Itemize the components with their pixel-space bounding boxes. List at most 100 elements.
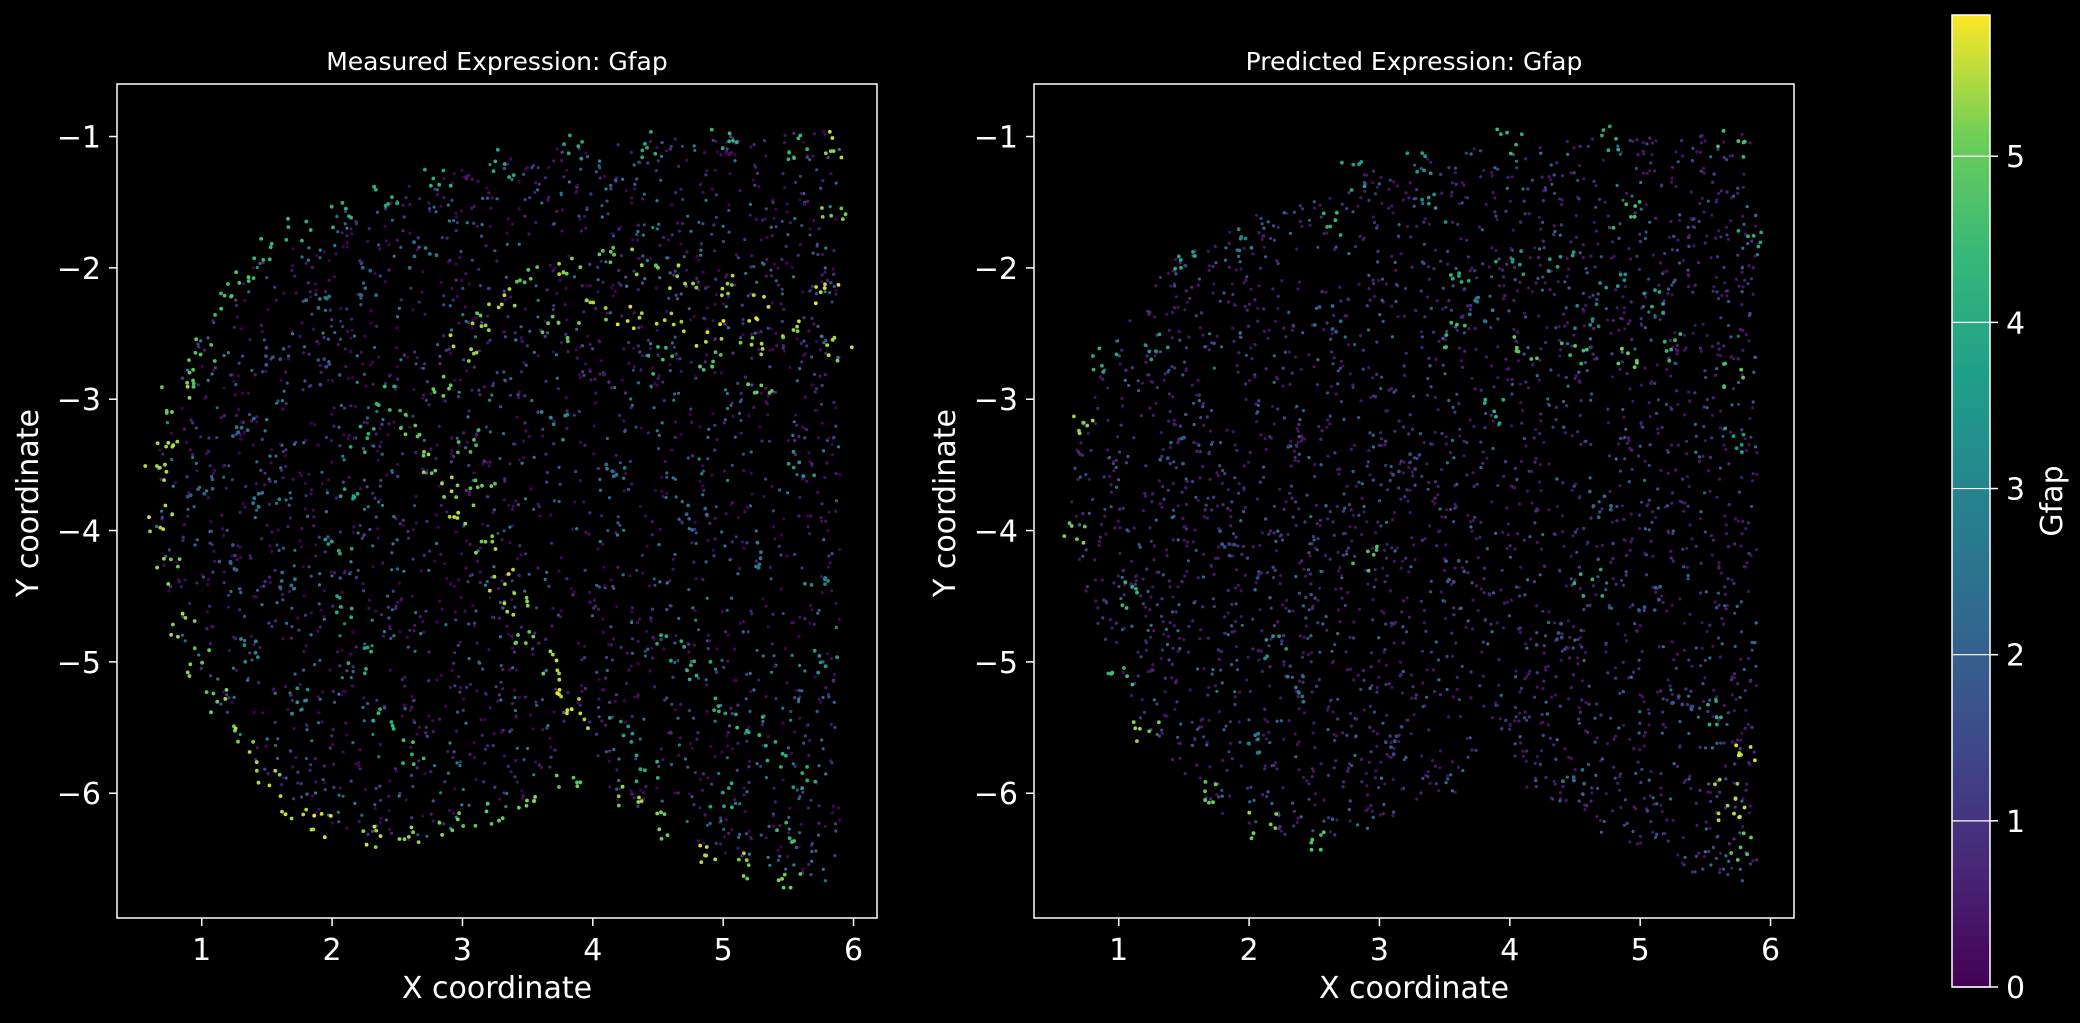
cell-point [786, 233, 790, 237]
cell-point [690, 454, 695, 458]
cell-point [227, 593, 231, 597]
cell-point [543, 577, 547, 582]
data-point [759, 383, 764, 388]
cell-point [1535, 685, 1539, 689]
cell-point [418, 197, 422, 201]
cell-point [594, 306, 598, 310]
cell-point [534, 760, 538, 764]
cell-point [1571, 534, 1575, 538]
cell-point [423, 772, 427, 776]
cell-point [435, 620, 439, 624]
cell-point [1145, 354, 1149, 358]
cell-point [640, 281, 645, 285]
cell-point [192, 505, 196, 509]
cell-point [643, 654, 648, 658]
cell-point [1747, 339, 1751, 343]
cell-point [510, 177, 514, 182]
data-point [597, 252, 602, 257]
cell-point [427, 568, 431, 573]
data-point [781, 885, 786, 890]
cell-point [818, 348, 823, 352]
cell-point [608, 183, 613, 187]
data-point [659, 633, 663, 637]
cell-point [380, 503, 385, 507]
cell-point [205, 451, 209, 455]
cell-point [773, 537, 777, 541]
cell-point [762, 139, 767, 143]
data-point [634, 753, 639, 758]
data-point [487, 588, 492, 593]
cell-point [819, 186, 823, 190]
cell-point [584, 362, 588, 366]
cell-point [831, 267, 835, 271]
cell-point [415, 356, 419, 360]
cell-point [323, 781, 327, 785]
cell-point [1509, 424, 1513, 428]
data-point [749, 342, 754, 347]
data-point [231, 543, 235, 547]
cell-point [1628, 840, 1632, 844]
cell-point [406, 645, 410, 649]
data-point [655, 759, 659, 764]
cell-point [1648, 794, 1652, 798]
data-point [455, 483, 460, 488]
cell-point [638, 788, 643, 792]
cell-point [1136, 674, 1140, 678]
cell-point [781, 172, 785, 176]
cell-point [651, 366, 655, 370]
cell-point [503, 335, 507, 339]
cell-point [1234, 268, 1238, 272]
cell-point [1733, 644, 1737, 649]
cell-point [1553, 191, 1557, 195]
cell-point [420, 569, 424, 573]
cell-point [341, 325, 345, 329]
cell-point [1703, 530, 1707, 534]
cell-point [1518, 594, 1522, 598]
cell-point [727, 295, 731, 299]
cell-point [1246, 324, 1250, 328]
cell-point [206, 378, 210, 382]
cell-point [1628, 387, 1632, 391]
cell-point [824, 338, 828, 342]
cell-point [378, 784, 382, 788]
cell-point [790, 653, 794, 658]
cell-point [598, 166, 602, 170]
cell-point [1684, 778, 1688, 782]
cell-point [1473, 269, 1477, 273]
cell-point [1233, 443, 1237, 447]
cell-point [815, 168, 819, 172]
cell-point [359, 303, 363, 307]
cell-point [613, 289, 618, 294]
cell-point [267, 621, 271, 625]
data-point [289, 816, 294, 821]
data-point [143, 464, 148, 468]
cell-point [754, 559, 758, 563]
cell-point [726, 659, 730, 664]
cell-point [381, 418, 385, 422]
cell-point [1407, 432, 1411, 436]
data-point [734, 712, 738, 717]
data-point [716, 704, 721, 708]
cell-point [797, 688, 802, 693]
cell-point [328, 746, 332, 750]
cell-point [452, 378, 456, 382]
cell-point [604, 655, 609, 660]
cell-point [1629, 540, 1633, 544]
cell-point [1554, 418, 1558, 422]
cell-point [321, 690, 325, 694]
cell-point [1741, 797, 1745, 801]
data-point [797, 460, 802, 465]
cell-point [532, 773, 536, 777]
cell-point [355, 292, 359, 296]
cell-point [1454, 641, 1458, 645]
data-point [669, 311, 674, 316]
cell-point [665, 256, 669, 260]
cell-point [1449, 507, 1453, 511]
cell-point [1649, 769, 1653, 774]
cell-point [1517, 711, 1522, 715]
cell-point [1700, 196, 1704, 200]
data-point [371, 718, 376, 723]
predicted-tissue [1070, 132, 1759, 883]
cell-point [665, 475, 669, 479]
cell-point [1656, 398, 1661, 402]
